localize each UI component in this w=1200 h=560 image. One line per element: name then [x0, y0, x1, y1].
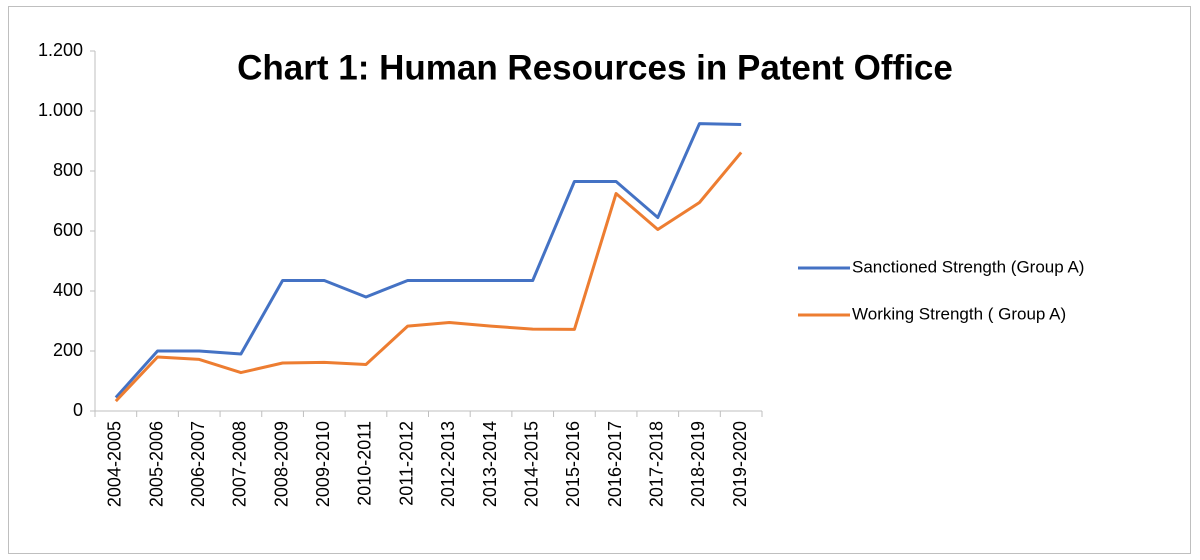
y-tick-label: 800 [53, 160, 83, 180]
x-tick-label: 2008-2009 [271, 421, 291, 507]
legend-label: Sanctioned Strength (Group A) [852, 257, 1084, 276]
y-tick-label: 1.000 [38, 100, 83, 120]
legend-label: Working Strength ( Group A) [852, 304, 1066, 323]
y-tick-label: 400 [53, 280, 83, 300]
y-tick-label: 0 [73, 400, 83, 420]
x-tick-label: 2017-2018 [647, 421, 667, 507]
x-tick-label: 2019-2020 [730, 421, 750, 507]
x-tick-label: 2011-2012 [396, 421, 416, 506]
y-tick-label: 200 [53, 340, 83, 360]
x-tick-label: 2014-2015 [521, 421, 541, 507]
x-tick-label: 2005-2006 [146, 421, 166, 507]
x-tick-label: 2012-2013 [438, 421, 458, 507]
series-line [114, 122, 742, 399]
x-tick-label: 2010-2011 [355, 421, 375, 506]
y-tick-label: 600 [53, 220, 83, 240]
x-tick-label: 2007-2008 [230, 421, 250, 507]
chart-frame [8, 6, 1191, 554]
x-tick-label: 2015-2016 [563, 421, 583, 507]
x-tick-label: 2013-2014 [480, 421, 500, 507]
x-tick-label: 2009-2010 [313, 421, 333, 507]
y-tick-label: 1.200 [38, 40, 83, 60]
series-line [114, 151, 743, 403]
chart-title: Chart 1: Human Resources in Patent Offic… [237, 48, 953, 87]
x-tick-label: 2006-2007 [188, 421, 208, 507]
x-tick-label: 2004-2005 [105, 421, 125, 507]
x-tick-label: 2018-2019 [688, 421, 708, 507]
x-tick-label: 2016-2017 [605, 421, 625, 507]
